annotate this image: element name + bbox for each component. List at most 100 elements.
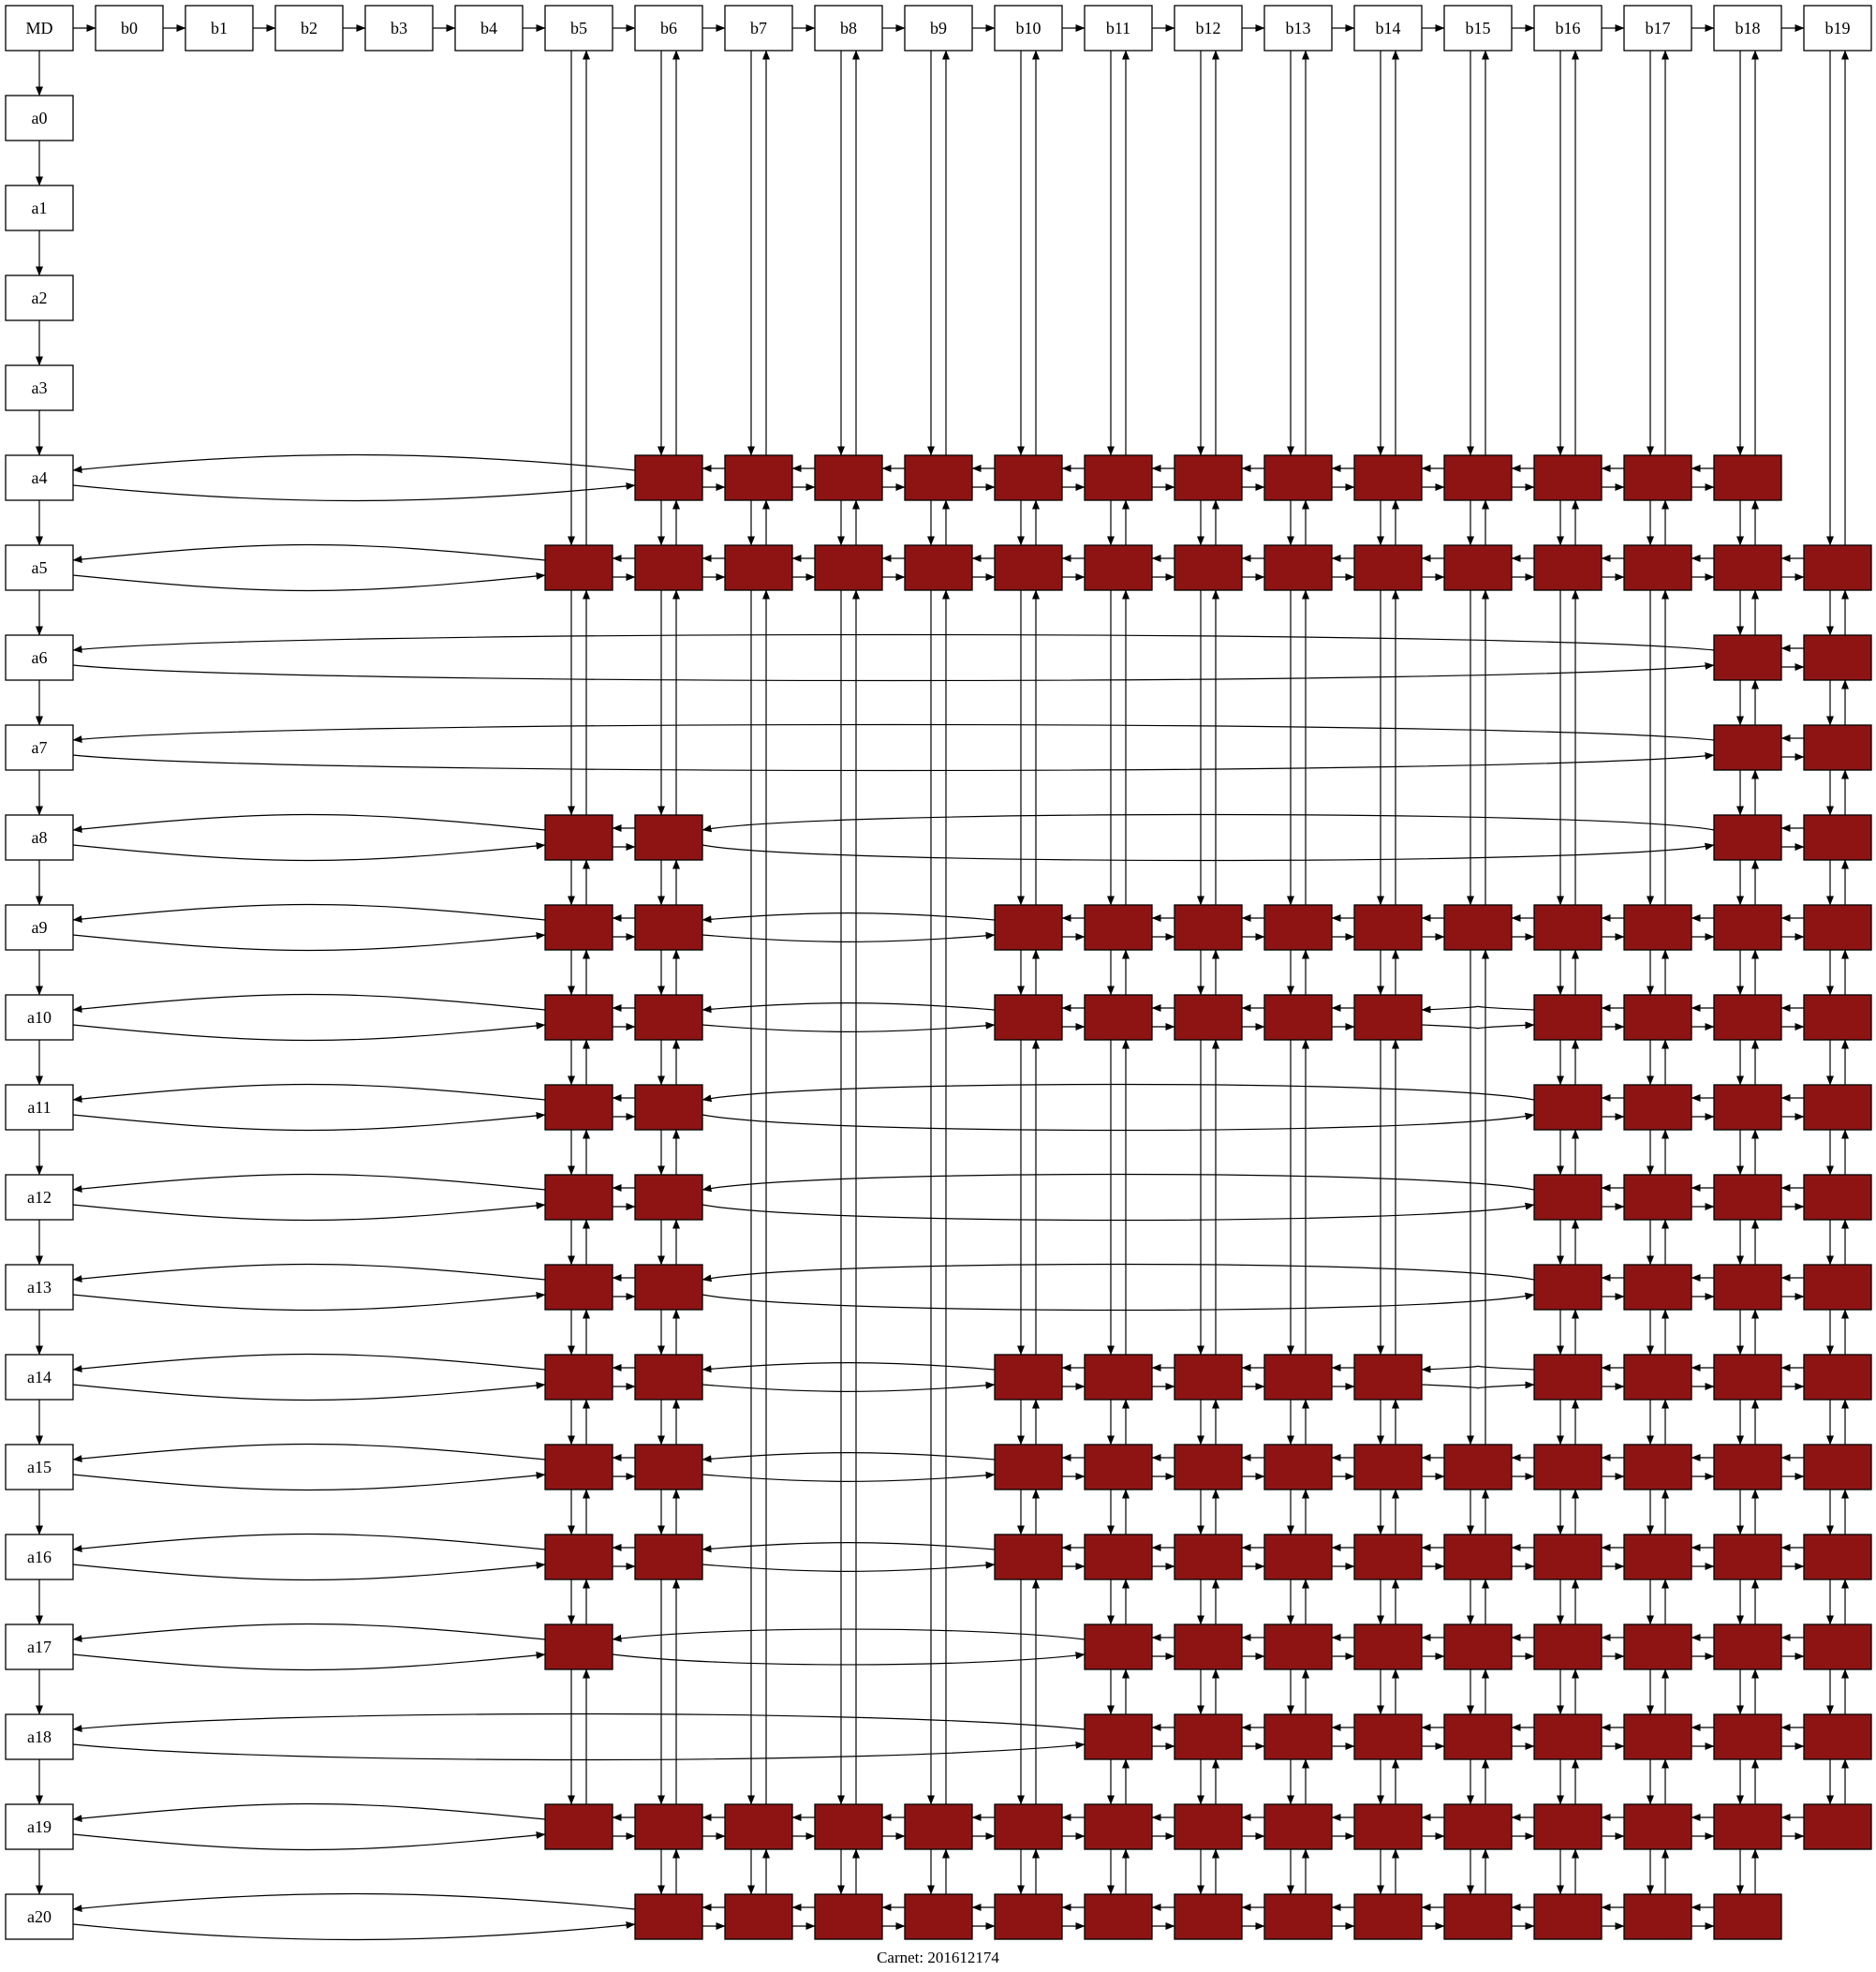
- row-link: [702, 813, 1715, 833]
- row-header-a0-box: [5, 95, 74, 141]
- row-header-a6-box: [5, 634, 74, 681]
- cell-a10-b14: [1353, 994, 1423, 1041]
- row-header-a1-box: [5, 185, 74, 231]
- row-header-a15: a15: [5, 1444, 74, 1490]
- row-link: [72, 1920, 636, 1941]
- column-header-b0-label: b0: [121, 19, 138, 37]
- column-header-b16-box: [1533, 5, 1603, 52]
- cell-a19-b13: [1263, 1803, 1333, 1850]
- cell-a4-b11: [1084, 454, 1153, 501]
- cell-a4-b15: [1443, 454, 1513, 501]
- column-header-b11: b11: [1084, 5, 1153, 52]
- row-link: [72, 1713, 1086, 1733]
- cell-a16-b16: [1533, 1534, 1603, 1580]
- row-link: [72, 813, 546, 834]
- row-link: [702, 912, 996, 924]
- row-link: [72, 1651, 546, 1671]
- cell-a8-b5: [544, 814, 613, 861]
- cell-a4-b13: [1263, 454, 1333, 501]
- row-header-a4: a4: [5, 454, 74, 501]
- column-header-b2-label: b2: [301, 19, 318, 37]
- row-header-a14-label: a14: [27, 1368, 52, 1386]
- cell-a19-b18: [1713, 1803, 1782, 1850]
- row-link: [72, 1741, 1086, 1761]
- cell-a5-b14: [1353, 544, 1423, 591]
- column-header-b3-label: b3: [391, 19, 407, 37]
- cell-a9-b16: [1533, 904, 1603, 951]
- cell-a19-b8: [814, 1803, 883, 1850]
- row-header-a5-box: [5, 544, 74, 591]
- cell-a17-b16: [1533, 1624, 1603, 1670]
- row-link: [72, 841, 546, 862]
- column-header-b1-box: [185, 5, 254, 52]
- column-header-b1: b1: [185, 5, 254, 52]
- cell-a16-b11: [1084, 1534, 1153, 1580]
- cell-a13-b5: [544, 1264, 613, 1311]
- row-link: [612, 1652, 1086, 1666]
- row-header-a12: a12: [5, 1174, 74, 1221]
- cell-a12-b16: [1533, 1174, 1603, 1221]
- row-header-a19-label: a19: [27, 1817, 52, 1836]
- edges-layer: [36, 24, 1849, 1941]
- column-header-b17-label: b17: [1646, 19, 1671, 37]
- cell-a4-b7: [724, 454, 793, 501]
- cell-a6-b19: [1803, 634, 1872, 681]
- row-link: [702, 1112, 1535, 1132]
- row-header-a11: a11: [5, 1084, 74, 1131]
- row-link: [72, 453, 636, 474]
- row-header-a10-label: a10: [27, 1008, 52, 1027]
- row-link: [72, 633, 1715, 654]
- row-link: [72, 1381, 546, 1401]
- cell-a4-b17: [1623, 454, 1692, 501]
- cell-a19-b11: [1084, 1803, 1153, 1850]
- cell-a19-b10: [994, 1803, 1063, 1850]
- column-header-b11-box: [1084, 5, 1153, 52]
- cell-a20-b7: [724, 1893, 793, 1940]
- cell-a10-b6: [634, 994, 703, 1041]
- row-header-a0: a0: [5, 95, 74, 141]
- row-link: [702, 1362, 996, 1373]
- cell-a5-b9: [904, 544, 973, 591]
- cell-a5-b18: [1713, 544, 1782, 591]
- row-header-a11-box: [5, 1084, 74, 1131]
- row-header-a3-box: [5, 364, 74, 411]
- row-header-a3-label: a3: [32, 378, 48, 397]
- column-header-b3-box: [364, 5, 434, 52]
- row-link: [72, 751, 1715, 772]
- cell-a12-b5: [544, 1174, 613, 1221]
- column-header-b0-box: [95, 5, 164, 52]
- cell-a15-b16: [1533, 1444, 1603, 1490]
- row-header-a13-box: [5, 1264, 74, 1311]
- row-header-a12-label: a12: [27, 1188, 52, 1207]
- cell-a15-b13: [1263, 1444, 1333, 1490]
- row-header-a2-label: a2: [32, 289, 48, 307]
- cell-a20-b18: [1713, 1893, 1782, 1940]
- cell-a15-b14: [1353, 1444, 1423, 1490]
- cell-a14-b16: [1533, 1354, 1603, 1401]
- cell-a5-b16: [1533, 544, 1603, 591]
- column-header-b8: b8: [814, 5, 883, 52]
- row-header-a20-box: [5, 1893, 74, 1940]
- row-header-a19: a19: [5, 1803, 74, 1850]
- cell-a16-b15: [1443, 1534, 1513, 1580]
- cell-a4-b6: [634, 454, 703, 501]
- root-node-label: MD: [25, 19, 52, 37]
- cell-a5-b17: [1623, 544, 1692, 591]
- row-header-a9-label: a9: [32, 918, 48, 937]
- column-header-b10-box: [994, 5, 1063, 52]
- cell-a5-b8: [814, 544, 883, 591]
- row-header-a2: a2: [5, 274, 74, 321]
- row-link: [72, 1291, 546, 1312]
- cell-a5-b6: [634, 544, 703, 591]
- column-header-b9-box: [904, 5, 973, 52]
- cell-a16-b6: [634, 1534, 703, 1580]
- column-header-b12-label: b12: [1196, 19, 1221, 37]
- column-header-b9-label: b9: [930, 19, 947, 37]
- column-header-b8-box: [814, 5, 883, 52]
- cell-a17-b17: [1623, 1624, 1692, 1670]
- column-header-b9: b9: [904, 5, 973, 52]
- row-header-a17: a17: [5, 1624, 74, 1670]
- cell-a20-b17: [1623, 1893, 1692, 1940]
- cell-a6-b18: [1713, 634, 1782, 681]
- cell-a17-b19: [1803, 1624, 1872, 1670]
